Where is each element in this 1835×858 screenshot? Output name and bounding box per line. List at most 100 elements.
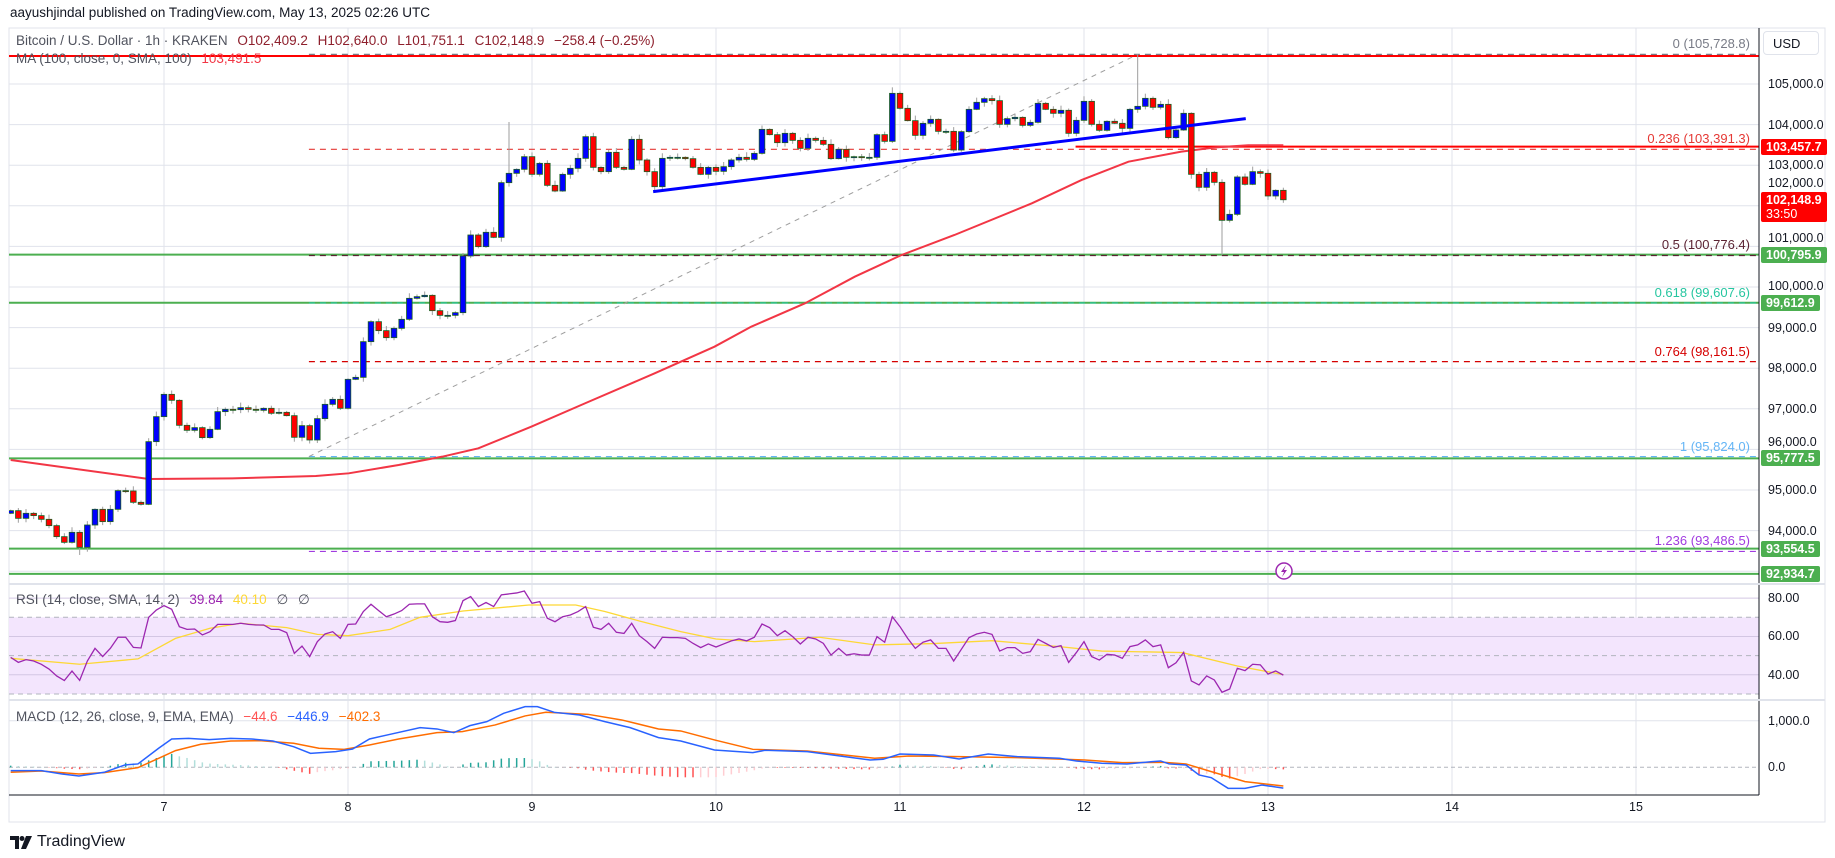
rsi-sma-value: 40.10 [232, 592, 267, 607]
candle-body-up [574, 157, 582, 169]
candle-body-up [206, 428, 214, 439]
open-value: O102,409.2 [237, 33, 308, 48]
fib-retracement[interactable] [308, 53, 1759, 553]
candle [536, 161, 543, 177]
trendline[interactable] [652, 117, 1246, 194]
candle [168, 390, 175, 404]
candle-body-up [214, 411, 221, 430]
candle-body-up [720, 166, 727, 172]
candle [697, 163, 704, 176]
candle-body-down [1088, 100, 1095, 125]
candle [1241, 173, 1249, 186]
candle-body-up [275, 411, 283, 414]
price-axis-label: 99,000.0 [1768, 320, 1817, 335]
candle-body-up [513, 168, 520, 174]
tradingview-logo[interactable]: TradingView [10, 833, 125, 851]
candle [628, 136, 635, 171]
candle [850, 155, 858, 162]
price-axis-label: 105,000.0 [1768, 77, 1824, 91]
macd-legend[interactable]: MACD (12, 26, close, 9, EMA, EMA) −44.6 … [16, 709, 380, 724]
fib-level-label: 0.236 (103,391.3) [1647, 131, 1750, 147]
candle-body-down [1165, 103, 1172, 139]
ma-100-polyline [10, 144, 1284, 480]
candle [30, 511, 37, 520]
price-axis-label: 104,000.0 [1768, 117, 1824, 132]
candle-body-down [1050, 108, 1057, 114]
fib-level-label: 0.5 (100,776.4) [1661, 237, 1750, 253]
candle [444, 311, 451, 319]
time-axis-label: 13 [1261, 800, 1275, 814]
candle-body-up [1073, 119, 1080, 134]
candle-body-down [268, 407, 275, 414]
candle-body-down [53, 525, 60, 538]
rsi-line [10, 590, 1284, 694]
candle [613, 148, 620, 170]
time-axis-label: 8 [344, 800, 352, 814]
candle-body-up [160, 393, 168, 418]
candle-body-up [360, 341, 367, 378]
candle [789, 131, 796, 144]
candle-body-down [176, 399, 183, 426]
candle-body-up [866, 156, 873, 159]
symbol-legend[interactable]: Bitcoin / U.S. Dollar · 1h · KRAKEN O102… [16, 33, 655, 48]
rsi-value: 39.84 [189, 592, 224, 607]
candle-body-up [958, 131, 965, 151]
candle-body-down [199, 427, 206, 439]
candle-body-up [973, 101, 980, 110]
candle [881, 131, 888, 144]
candle-body-up [1134, 105, 1141, 110]
candle [797, 137, 804, 152]
candle [436, 308, 444, 320]
candle-body-up [444, 314, 451, 317]
alert-lightning-icon[interactable] [1275, 562, 1293, 580]
candle [1050, 106, 1057, 118]
ma-legend[interactable]: MA (100, close, 0, SMA, 100) 103,491.5 [16, 51, 261, 66]
candle-body-up [965, 108, 973, 133]
rsi-axis-label: 60.00 [1768, 629, 1800, 644]
rsi-legend[interactable]: RSI (14, close, SMA, 14, 2) 39.84 40.10 … [16, 592, 310, 607]
candle [889, 87, 896, 144]
candle-body-down [15, 510, 22, 519]
candle [827, 139, 835, 160]
candle-body-down [1257, 171, 1264, 174]
candle-body-down [1211, 171, 1218, 183]
candle [973, 97, 980, 111]
candle-body-up [406, 297, 413, 320]
ascending-trendline[interactable] [652, 117, 1246, 194]
candle [935, 118, 942, 135]
candle-body-up [467, 234, 474, 257]
ma-label: MA (100, close, 0, SMA, 100) [16, 51, 192, 66]
candle [1019, 116, 1026, 128]
candle-body-up [1234, 176, 1241, 215]
candle [22, 509, 30, 523]
fib-diagonal[interactable] [308, 53, 1138, 457]
candle [360, 337, 367, 382]
candle-body-up [237, 407, 244, 411]
candle-body-down [988, 98, 996, 102]
currency-button[interactable]: USD [1763, 31, 1819, 55]
candle-body-down [912, 120, 919, 136]
candle-body-down [1188, 112, 1195, 175]
candle [1272, 189, 1279, 200]
candle [76, 530, 83, 555]
candle-body-up [1011, 116, 1019, 120]
candle [153, 411, 160, 447]
time-axis-label: 15 [1629, 800, 1643, 814]
candle-body-down [76, 531, 83, 548]
price-badge: 93,554.5 [1761, 540, 1820, 557]
macd-signal-line [10, 711, 1284, 787]
candle [712, 164, 720, 176]
candle-body-up [390, 327, 398, 339]
candle [774, 132, 781, 148]
candle-body-down [229, 408, 237, 411]
candle [728, 158, 735, 170]
candle-body-up [114, 490, 122, 510]
rsi-extra-1: ∅ [276, 592, 289, 607]
candle-body-down [544, 162, 551, 186]
candle-body-down [130, 490, 137, 503]
time-axis-label: 14 [1445, 800, 1459, 814]
candle [298, 420, 306, 442]
candle-body-up [567, 167, 574, 175]
candle-body-up [850, 156, 858, 159]
